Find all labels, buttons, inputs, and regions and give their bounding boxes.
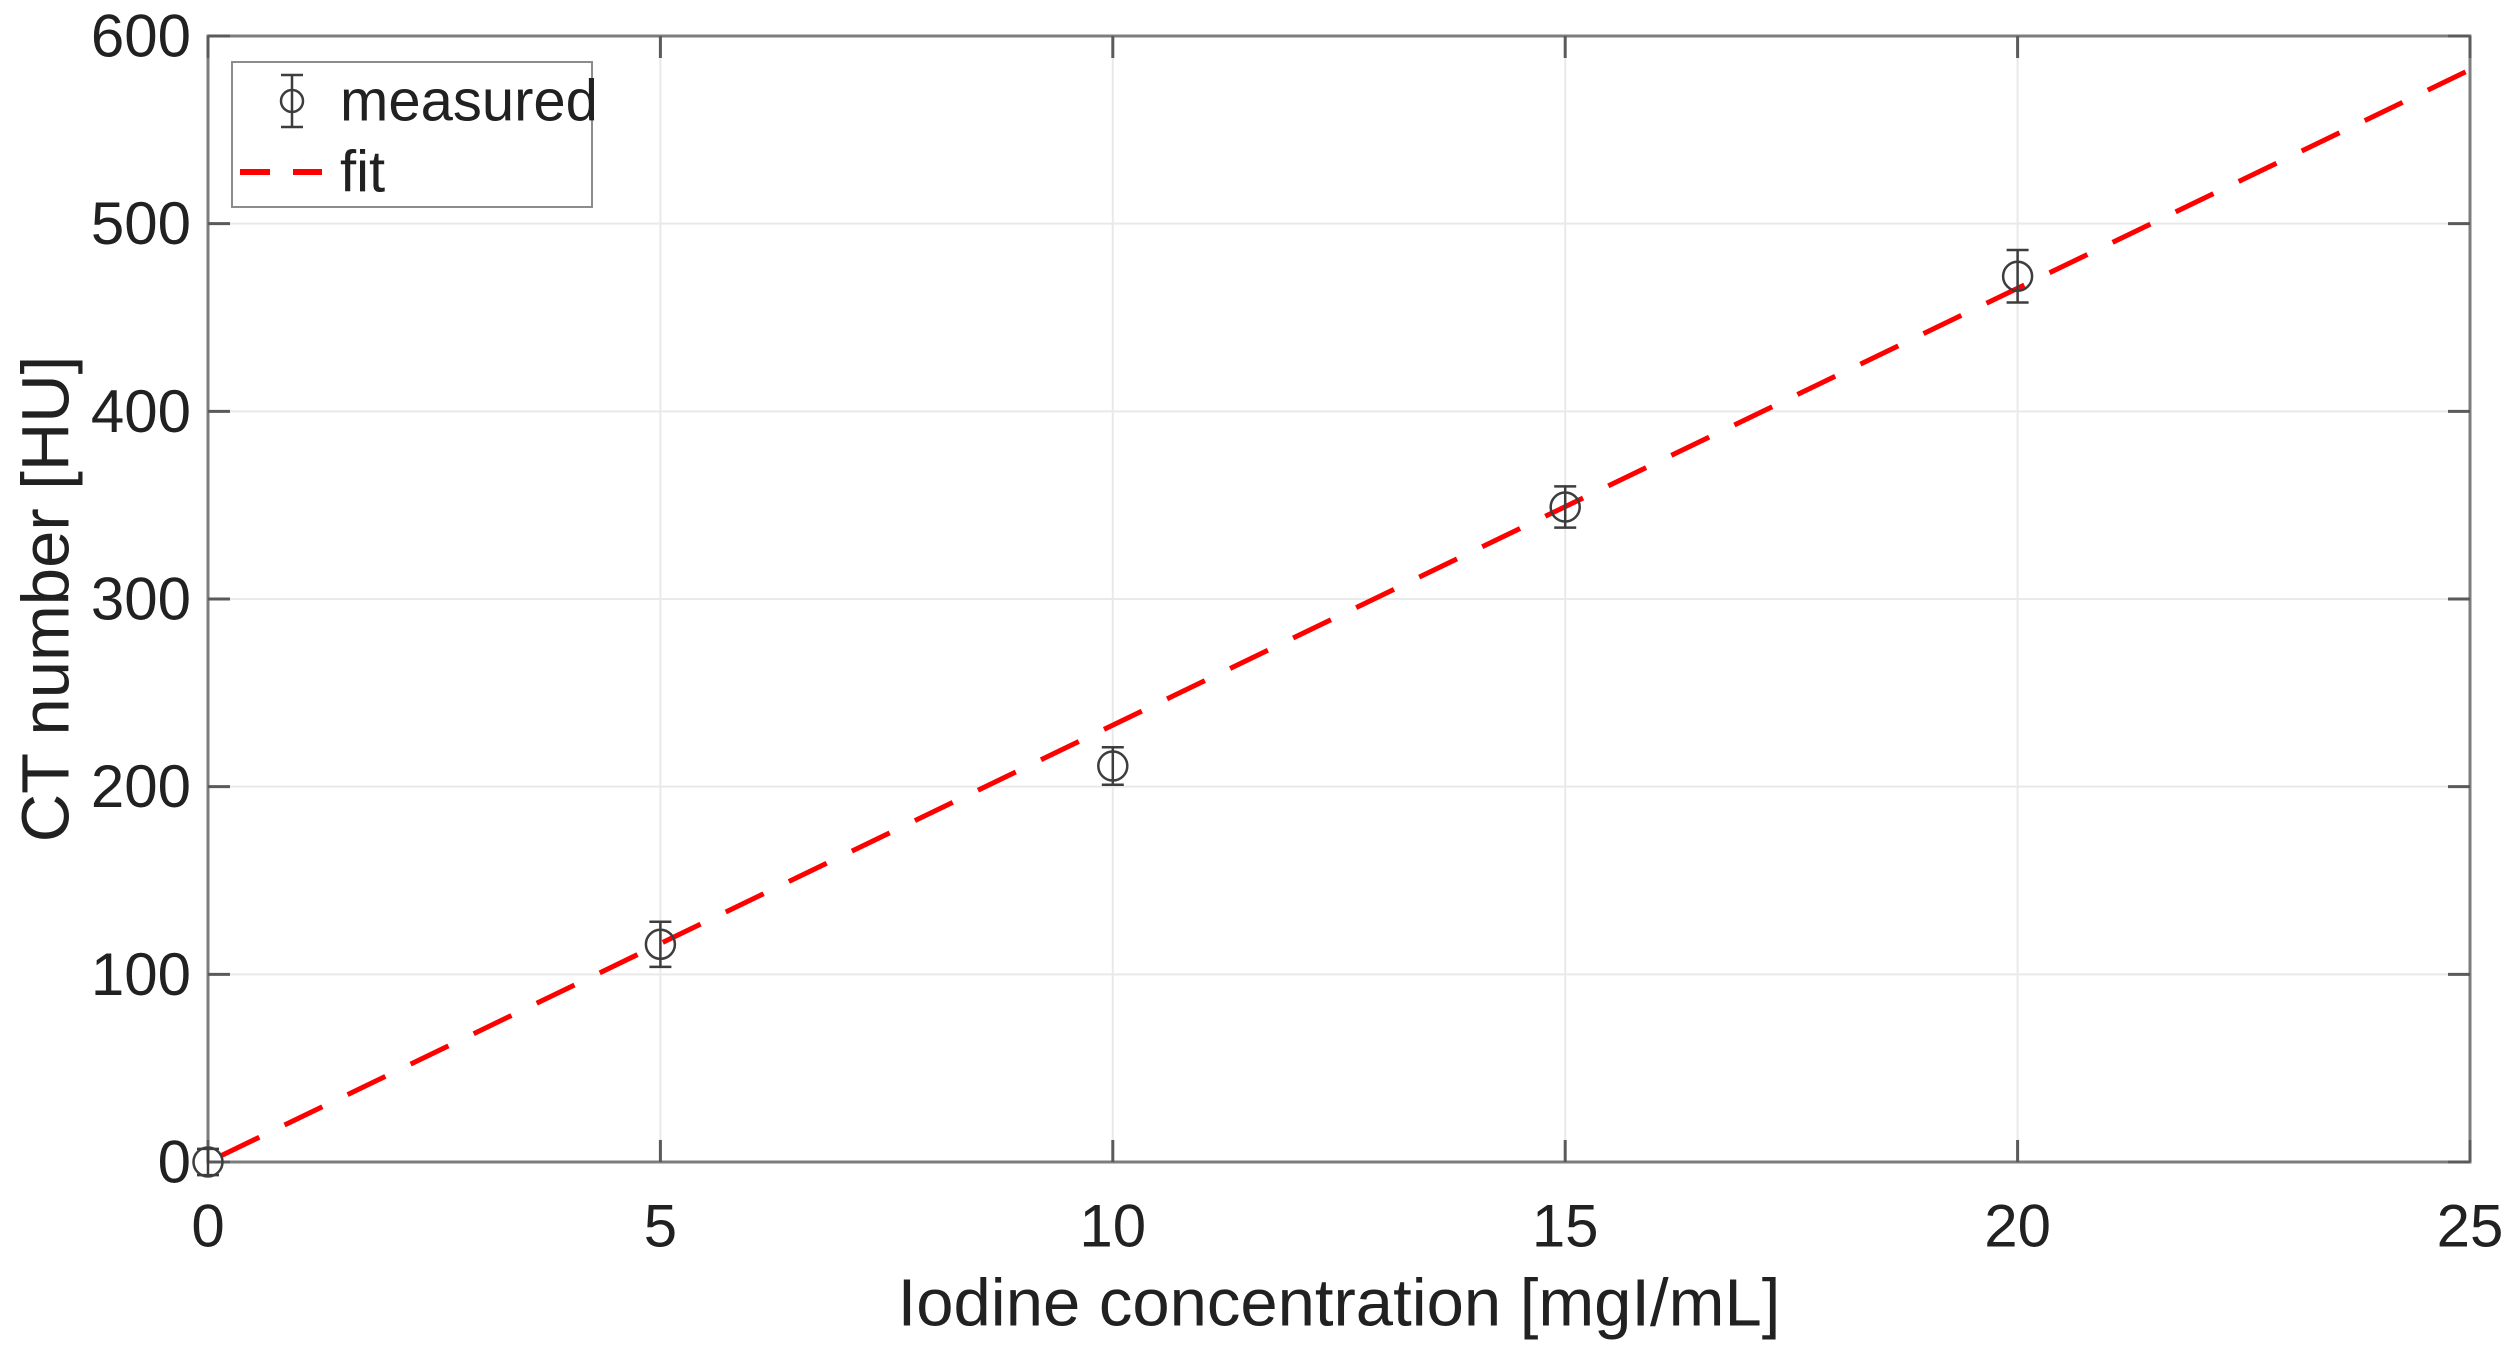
legend-label-measured: measured: [340, 69, 598, 134]
circle-marker: [192, 1146, 224, 1178]
tick-marks: [206, 34, 2472, 1164]
x-tick-label: 25: [2437, 1193, 2504, 1260]
x-tick-label: 10: [1079, 1193, 1146, 1260]
y-tick-label: 200: [91, 753, 191, 820]
y-tick-label: 400: [91, 378, 191, 445]
circle-marker: [2001, 260, 2034, 292]
data-point: [644, 920, 677, 969]
y-tick-label: 500: [91, 190, 191, 257]
x-tick-label: 20: [1984, 1193, 2051, 1260]
x-tick-label: 5: [644, 1193, 677, 1260]
y-tick-label: 100: [91, 941, 191, 1008]
measured-data-points: [192, 248, 2034, 1178]
y-tick-labels: 0 100 200 300 400 500 600: [91, 3, 191, 1196]
x-tick-label: 0: [191, 1193, 224, 1260]
data-point: [2001, 248, 2034, 304]
data-point: [192, 1146, 224, 1178]
y-tick-label: 300: [91, 566, 191, 633]
legend: measured fit: [231, 61, 598, 208]
legend-marker-measured: [279, 73, 305, 129]
fit-line: [206, 67, 2472, 1165]
legend-label-fit: fit: [340, 140, 385, 205]
circle-marker: [1549, 491, 1581, 523]
y-axis-label: CT number [HU]: [9, 356, 84, 843]
gridlines: [208, 36, 2470, 1162]
y-tick-label: 600: [91, 3, 191, 70]
x-tick-label: 15: [1532, 1193, 1599, 1260]
data-point: [1549, 485, 1581, 529]
circle-marker: [644, 928, 677, 961]
x-axis-label: Iodine concentration [mgI/mL]: [898, 1266, 1781, 1341]
y-tick-label: 0: [158, 1129, 191, 1196]
data-point: [1097, 746, 1129, 787]
x-tick-labels: 0 5 10 15 20 25: [191, 1193, 2503, 1260]
circle-marker: [1097, 750, 1129, 782]
